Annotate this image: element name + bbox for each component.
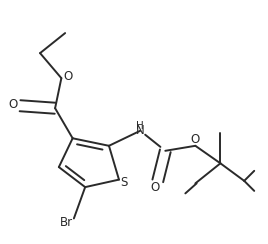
Text: S: S: [120, 176, 127, 189]
Text: O: O: [63, 71, 72, 83]
Text: Br: Br: [60, 216, 73, 229]
Text: O: O: [191, 133, 200, 146]
Text: H: H: [136, 121, 144, 131]
Text: O: O: [8, 98, 18, 111]
Text: O: O: [151, 181, 160, 194]
Text: N: N: [136, 124, 145, 137]
